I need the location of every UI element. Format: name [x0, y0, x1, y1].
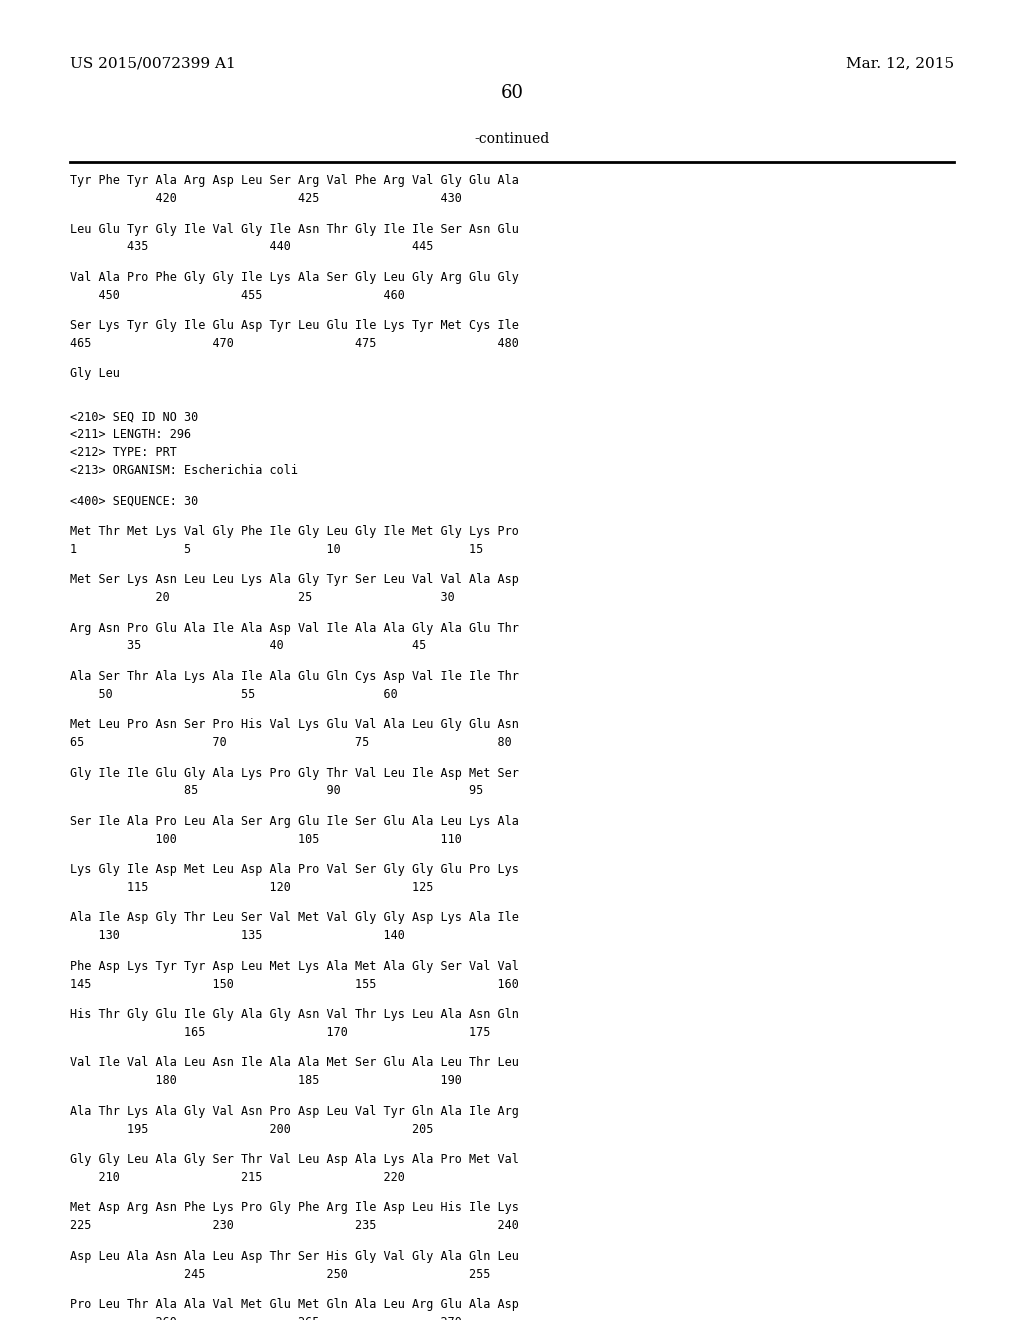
Text: Lys Gly Ile Asp Met Leu Asp Ala Pro Val Ser Gly Gly Glu Pro Lys: Lys Gly Ile Asp Met Leu Asp Ala Pro Val …	[70, 863, 518, 876]
Text: 245                 250                 255: 245 250 255	[70, 1267, 490, 1280]
Text: 1               5                   10                  15: 1 5 10 15	[70, 543, 483, 556]
Text: 130                 135                 140: 130 135 140	[70, 929, 404, 942]
Text: 420                 425                 430: 420 425 430	[70, 193, 462, 205]
Text: <210> SEQ ID NO 30: <210> SEQ ID NO 30	[70, 411, 198, 424]
Text: Val Ile Val Ala Leu Asn Ile Ala Ala Met Ser Glu Ala Leu Thr Leu: Val Ile Val Ala Leu Asn Ile Ala Ala Met …	[70, 1056, 518, 1069]
Text: Pro Leu Thr Ala Ala Val Met Glu Met Gln Ala Leu Arg Glu Ala Asp: Pro Leu Thr Ala Ala Val Met Glu Met Gln …	[70, 1298, 518, 1311]
Text: Ala Ile Asp Gly Thr Leu Ser Val Met Val Gly Gly Asp Lys Ala Ile: Ala Ile Asp Gly Thr Leu Ser Val Met Val …	[70, 911, 518, 924]
Text: 195                 200                 205: 195 200 205	[70, 1122, 433, 1135]
Text: 435                 440                 445: 435 440 445	[70, 240, 433, 253]
Text: Gly Gly Leu Ala Gly Ser Thr Val Leu Asp Ala Lys Ala Pro Met Val: Gly Gly Leu Ala Gly Ser Thr Val Leu Asp …	[70, 1152, 518, 1166]
Text: Asp Leu Ala Asn Ala Leu Asp Thr Ser His Gly Val Gly Ala Gln Leu: Asp Leu Ala Asn Ala Leu Asp Thr Ser His …	[70, 1250, 518, 1263]
Text: 115                 120                 125: 115 120 125	[70, 880, 433, 894]
Text: Val Ala Pro Phe Gly Gly Ile Lys Ala Ser Gly Leu Gly Arg Glu Gly: Val Ala Pro Phe Gly Gly Ile Lys Ala Ser …	[70, 271, 518, 284]
Text: 50                  55                  60: 50 55 60	[70, 688, 397, 701]
Text: 100                 105                 110: 100 105 110	[70, 833, 462, 846]
Text: 145                 150                 155                 160: 145 150 155 160	[70, 978, 518, 990]
Text: Phe Asp Lys Tyr Tyr Asp Leu Met Lys Ala Met Ala Gly Ser Val Val: Phe Asp Lys Tyr Tyr Asp Leu Met Lys Ala …	[70, 960, 518, 973]
Text: <211> LENGTH: 296: <211> LENGTH: 296	[70, 428, 190, 441]
Text: His Thr Gly Glu Ile Gly Ala Gly Asn Val Thr Lys Leu Ala Asn Gln: His Thr Gly Glu Ile Gly Ala Gly Asn Val …	[70, 1008, 518, 1022]
Text: <400> SEQUENCE: 30: <400> SEQUENCE: 30	[70, 495, 198, 507]
Text: Tyr Phe Tyr Ala Arg Asp Leu Ser Arg Val Phe Arg Val Gly Glu Ala: Tyr Phe Tyr Ala Arg Asp Leu Ser Arg Val …	[70, 174, 518, 187]
Text: 260                 265                 270: 260 265 270	[70, 1316, 462, 1320]
Text: 465                 470                 475                 480: 465 470 475 480	[70, 337, 518, 350]
Text: <213> ORGANISM: Escherichia coli: <213> ORGANISM: Escherichia coli	[70, 465, 298, 477]
Text: Ala Thr Lys Ala Gly Val Asn Pro Asp Leu Val Tyr Gln Ala Ile Arg: Ala Thr Lys Ala Gly Val Asn Pro Asp Leu …	[70, 1105, 518, 1118]
Text: 225                 230                 235                 240: 225 230 235 240	[70, 1220, 518, 1232]
Text: Ser Lys Tyr Gly Ile Glu Asp Tyr Leu Glu Ile Lys Tyr Met Cys Ile: Ser Lys Tyr Gly Ile Glu Asp Tyr Leu Glu …	[70, 319, 518, 333]
Text: Arg Asn Pro Glu Ala Ile Ala Asp Val Ile Ala Ala Gly Ala Glu Thr: Arg Asn Pro Glu Ala Ile Ala Asp Val Ile …	[70, 622, 518, 635]
Text: Mar. 12, 2015: Mar. 12, 2015	[846, 57, 954, 71]
Text: 60: 60	[501, 84, 523, 103]
Text: 20                  25                  30: 20 25 30	[70, 591, 455, 605]
Text: 180                 185                 190: 180 185 190	[70, 1074, 462, 1088]
Text: 450                 455                 460: 450 455 460	[70, 289, 404, 302]
Text: Met Asp Arg Asn Phe Lys Pro Gly Phe Arg Ile Asp Leu His Ile Lys: Met Asp Arg Asn Phe Lys Pro Gly Phe Arg …	[70, 1201, 518, 1214]
Text: Met Thr Met Lys Val Gly Phe Ile Gly Leu Gly Ile Met Gly Lys Pro: Met Thr Met Lys Val Gly Phe Ile Gly Leu …	[70, 525, 518, 539]
Text: 210                 215                 220: 210 215 220	[70, 1171, 404, 1184]
Text: Gly Ile Ile Glu Gly Ala Lys Pro Gly Thr Val Leu Ile Asp Met Ser: Gly Ile Ile Glu Gly Ala Lys Pro Gly Thr …	[70, 767, 518, 780]
Text: 165                 170                 175: 165 170 175	[70, 1026, 490, 1039]
Text: <212> TYPE: PRT: <212> TYPE: PRT	[70, 446, 176, 459]
Text: Leu Glu Tyr Gly Ile Val Gly Ile Asn Thr Gly Ile Ile Ser Asn Glu: Leu Glu Tyr Gly Ile Val Gly Ile Asn Thr …	[70, 223, 518, 235]
Text: Gly Leu: Gly Leu	[70, 367, 120, 380]
Text: 35                  40                  45: 35 40 45	[70, 639, 426, 652]
Text: Met Leu Pro Asn Ser Pro His Val Lys Glu Val Ala Leu Gly Glu Asn: Met Leu Pro Asn Ser Pro His Val Lys Glu …	[70, 718, 518, 731]
Text: 85                  90                  95: 85 90 95	[70, 784, 483, 797]
Text: Ser Ile Ala Pro Leu Ala Ser Arg Glu Ile Ser Glu Ala Leu Lys Ala: Ser Ile Ala Pro Leu Ala Ser Arg Glu Ile …	[70, 814, 518, 828]
Text: 65                  70                  75                  80: 65 70 75 80	[70, 737, 511, 748]
Text: Ala Ser Thr Ala Lys Ala Ile Ala Glu Gln Cys Asp Val Ile Ile Thr: Ala Ser Thr Ala Lys Ala Ile Ala Glu Gln …	[70, 669, 518, 682]
Text: -continued: -continued	[474, 132, 550, 147]
Text: Met Ser Lys Asn Leu Leu Lys Ala Gly Tyr Ser Leu Val Val Ala Asp: Met Ser Lys Asn Leu Leu Lys Ala Gly Tyr …	[70, 573, 518, 586]
Text: US 2015/0072399 A1: US 2015/0072399 A1	[70, 57, 236, 71]
